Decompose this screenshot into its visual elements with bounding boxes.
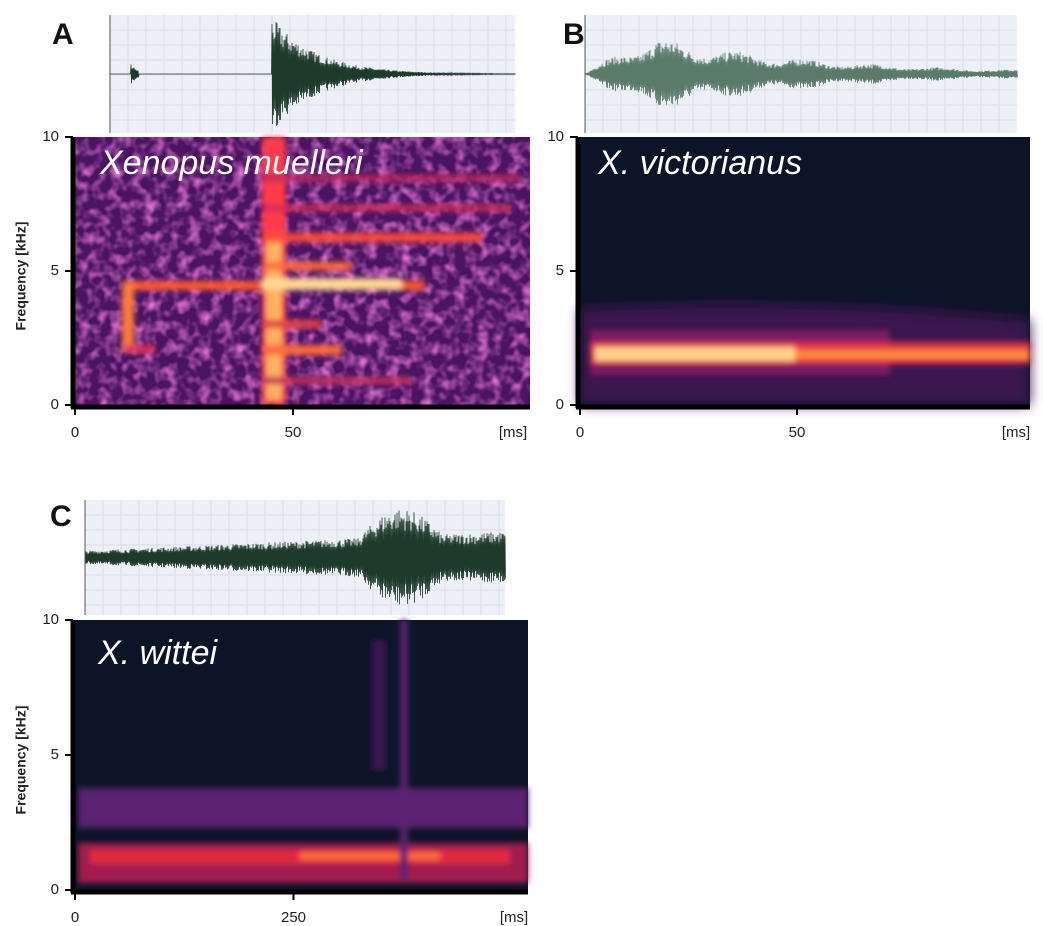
- y-axis-label: Frequency [kHz]: [13, 222, 29, 331]
- y-tick-label: 10: [547, 128, 564, 145]
- x-tick-label: 250: [281, 909, 306, 926]
- x-tick-label: 0: [71, 909, 79, 926]
- y-axis-label: Frequency [kHz]: [13, 706, 29, 815]
- page: Xenopus muelleri X. victorianus X. witte…: [0, 0, 1043, 926]
- y-tick-label: 10: [42, 128, 59, 145]
- panel-label: A: [52, 18, 74, 51]
- x-tick-label: 0: [576, 424, 584, 441]
- figure: Xenopus muelleri X. victorianus X. witte…: [0, 0, 1043, 926]
- panel-label: C: [50, 500, 72, 533]
- y-tick-label: 5: [556, 262, 564, 279]
- x-axis-label: [ms]: [500, 909, 528, 926]
- panel-label: B: [563, 18, 585, 51]
- x-axis-label: [ms]: [499, 424, 527, 441]
- y-tick-label: 5: [51, 262, 59, 279]
- y-tick-label: 0: [556, 396, 564, 413]
- y-tick-label: 5: [51, 746, 59, 763]
- species-name: Xenopus muelleri: [99, 144, 364, 182]
- x-axis-label: [ms]: [1002, 424, 1030, 441]
- species-name: X. victorianus: [597, 144, 802, 182]
- y-tick-label: 0: [51, 396, 59, 413]
- y-tick-label: 0: [51, 881, 59, 898]
- x-tick-label: 50: [285, 424, 302, 441]
- y-tick-label: 10: [42, 611, 59, 628]
- x-tick-label: 0: [71, 424, 79, 441]
- species-name: X. wittei: [97, 634, 218, 672]
- x-tick-label: 50: [789, 424, 806, 441]
